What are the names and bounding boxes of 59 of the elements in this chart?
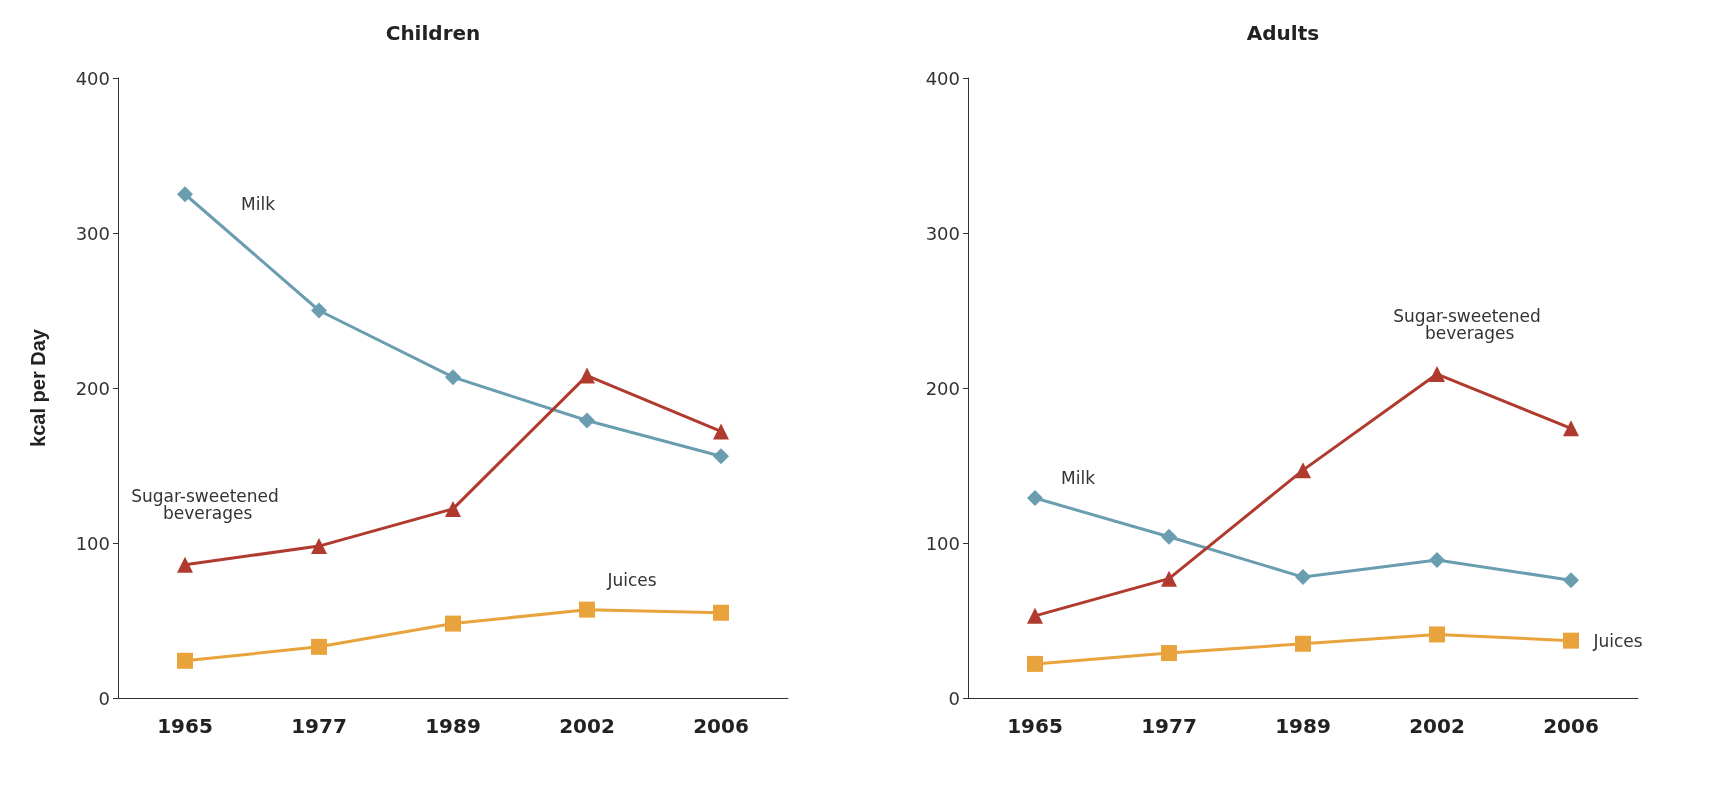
x-tick-label: 1977 <box>291 714 347 738</box>
series-label: Milk <box>1061 468 1096 489</box>
point <box>1563 420 1579 437</box>
point <box>177 556 193 573</box>
point <box>579 412 595 429</box>
x-tick-label: 2002 <box>1409 714 1465 738</box>
point <box>177 652 193 669</box>
point <box>713 423 729 440</box>
point <box>445 615 461 632</box>
y-tick-label: 400 <box>75 67 110 89</box>
y-axis-title: kcal per Day <box>27 328 49 447</box>
x-tick-label: 1965 <box>1007 714 1063 738</box>
point <box>713 448 729 465</box>
x-tick-label: 1965 <box>157 714 213 738</box>
text: Sugar-sweetened beverages <box>1393 305 1541 343</box>
point <box>445 500 461 517</box>
point <box>1161 528 1177 545</box>
point <box>579 367 595 384</box>
y-tick-label: 100 <box>925 532 960 554</box>
series-label: Milk <box>241 194 276 215</box>
point <box>445 369 461 386</box>
point <box>1563 572 1579 589</box>
series-label: Juices <box>606 570 657 591</box>
point <box>311 638 327 655</box>
point <box>311 302 327 319</box>
series-label: Sugar-sweetened beverages <box>131 486 279 524</box>
y-tick-label: 200 <box>925 377 960 399</box>
point <box>1027 490 1043 507</box>
y-tick-label: 0 <box>98 687 110 709</box>
series-label: Juices <box>1592 630 1643 651</box>
point <box>1295 635 1311 652</box>
point <box>311 538 327 555</box>
point <box>579 601 595 618</box>
point <box>1429 366 1445 383</box>
point <box>713 604 729 621</box>
point <box>1429 552 1445 569</box>
point <box>1295 569 1311 586</box>
y-tick-label: 300 <box>925 222 960 244</box>
point <box>1161 570 1177 587</box>
point <box>1295 462 1311 479</box>
y-tick-label: 400 <box>925 67 960 89</box>
x-tick-label: 2002 <box>559 714 615 738</box>
chart-title: Adults <box>1246 21 1320 45</box>
x-tick-label: 1977 <box>1141 714 1197 738</box>
chart-title: Children <box>385 21 481 45</box>
point <box>1027 655 1043 672</box>
y-tick-label: 100 <box>75 532 110 554</box>
y-tick-label: 0 <box>948 687 960 709</box>
y-tick-label: 300 <box>75 222 110 244</box>
point <box>177 186 193 203</box>
point <box>1563 632 1579 649</box>
point <box>1429 626 1445 643</box>
point <box>1161 645 1177 662</box>
x-tick-label: 1989 <box>425 714 481 738</box>
x-tick-label: 2006 <box>1543 714 1599 738</box>
point <box>1027 607 1043 624</box>
y-tick-label: 200 <box>75 377 110 399</box>
x-tick-label: 2006 <box>693 714 749 738</box>
x-tick-label: 1989 <box>1275 714 1331 738</box>
